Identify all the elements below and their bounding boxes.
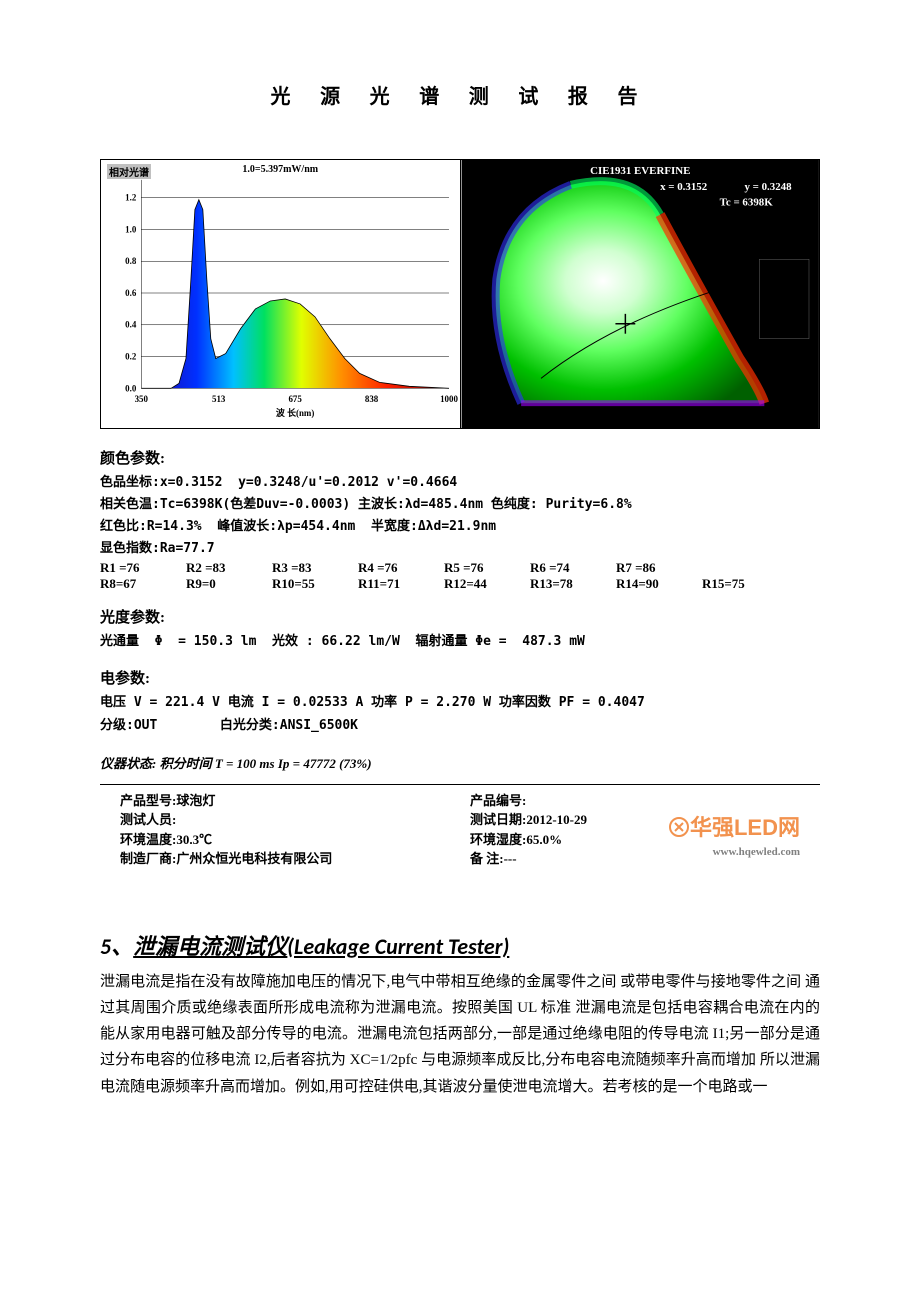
spectrum-chart: 相对光谱 1.0=5.397mW/nm — [101, 160, 461, 428]
watermark-icon — [668, 816, 690, 838]
electrical-line2: 分级:OUT 白光分类:ANSI_6500K — [100, 715, 820, 737]
product-field: 产品型号:球泡灯 — [120, 791, 450, 811]
product-field: 产品编号: — [470, 791, 800, 811]
color-line1: 色品坐标:x=0.3152 y=0.3248/u'=0.2012 v'=0.46… — [100, 472, 820, 494]
report-title: 光 源 光 谱 测 试 报 告 — [100, 80, 820, 109]
svg-text:0.6: 0.6 — [125, 288, 137, 298]
cie-readout-y: y = 0.3248 — [744, 181, 792, 193]
svg-text:0.8: 0.8 — [125, 256, 137, 266]
watermark-url: www.hqewled.com — [713, 844, 800, 861]
electrical-line1: 电压 V = 221.4 V 电流 I = 0.02533 A 功率 P = 2… — [100, 692, 820, 714]
product-field: 制造厂商:广州众恒光电科技有限公司 — [120, 849, 450, 869]
cie-title: CIE1931 EVERFINE — [590, 165, 690, 177]
svg-text:513: 513 — [212, 394, 226, 404]
svg-text:675: 675 — [288, 394, 302, 404]
chart-row: 相对光谱 1.0=5.397mW/nm — [100, 159, 820, 429]
svg-text:0.0: 0.0 — [125, 383, 137, 393]
product-field: 环境温度:30.3℃ — [120, 830, 450, 850]
r-value: R13=78 — [530, 576, 588, 592]
svg-text:0.4: 0.4 — [125, 320, 137, 330]
svg-text:350: 350 — [135, 394, 149, 404]
section5-title-cn: 泄漏电流测试仪 — [133, 933, 287, 960]
color-line2: 相关色温:Tc=6398K(色差Duv=-0.0003) 主波长:λd=485.… — [100, 494, 820, 516]
product-field: 测试人员: — [120, 810, 450, 830]
color-line3: 红色比:R=14.3% 峰值波长:λp=454.4nm 半宽度:Δλd=21.9… — [100, 516, 820, 538]
photometric-line: 光通量 Φ = 150.3 lm 光效 : 66.22 lm/W 辐射通量 Φe… — [100, 631, 820, 653]
section5-title-num: 5、 — [100, 933, 133, 960]
photometric-heading: 光度参数: — [100, 606, 820, 627]
svg-text:838: 838 — [365, 394, 379, 404]
watermark: 华强LED网 www.hqewled.com — [668, 811, 800, 861]
section5-title: 5、泄漏电流测试仪(Leakage Current Tester) — [100, 929, 820, 961]
cie-readout-x: x = 0.3152 — [660, 181, 707, 193]
svg-text:1.0: 1.0 — [125, 224, 137, 234]
product-info: 产品型号:球泡灯测试人员:环境温度:30.3℃制造厂商:广州众恒光电科技有限公司… — [100, 791, 820, 869]
r-value: R3 =83 — [272, 560, 330, 576]
r-value: R12=44 — [444, 576, 502, 592]
color-params-heading: 颜色参数: — [100, 447, 820, 468]
spectrum-top-left-label: 相对光谱 — [107, 164, 151, 179]
r-value: R8=67 — [100, 576, 158, 592]
r-value: R9=0 — [186, 576, 244, 592]
r-value: R11=71 — [358, 576, 416, 592]
r-value: R4 =76 — [358, 560, 416, 576]
photometric-params: 光度参数: 光通量 Φ = 150.3 lm 光效 : 66.22 lm/W 辐… — [100, 606, 820, 653]
product-info-left: 产品型号:球泡灯测试人员:环境温度:30.3℃制造厂商:广州众恒光电科技有限公司 — [120, 791, 450, 869]
svg-text:1.2: 1.2 — [125, 193, 137, 203]
section5-body: 泄漏电流是指在没有故障施加电压的情况下,电气中带相互绝缘的金属零件之间 或带电零… — [100, 969, 820, 1100]
r-value: R1 =76 — [100, 560, 158, 576]
spectrum-scale-label: 1.0=5.397mW/nm — [242, 164, 318, 175]
section5-title-en: (Leakage Current Tester) — [287, 933, 509, 960]
cie-svg: CIE1931 EVERFINE — [461, 160, 820, 428]
color-line4: 显色指数:Ra=77.7 — [100, 538, 820, 560]
divider — [100, 784, 820, 785]
electrical-params: 电参数: 电压 V = 221.4 V 电流 I = 0.02533 A 功率 … — [100, 667, 820, 736]
color-params: 颜色参数: 色品坐标:x=0.3152 y=0.3248/u'=0.2012 v… — [100, 447, 820, 592]
spectrum-x-axis-label: 波 长(nm) — [276, 407, 314, 418]
svg-text:0.2: 0.2 — [125, 352, 137, 362]
section5: 5、泄漏电流测试仪(Leakage Current Tester) 泄漏电流是指… — [100, 929, 820, 1100]
electrical-heading: 电参数: — [100, 667, 820, 688]
r-value: R7 =86 — [616, 560, 674, 576]
cie-readout-tc: Tc = 6398K — [719, 197, 773, 209]
r-value: R2 =83 — [186, 560, 244, 576]
r-value: R14=90 — [616, 576, 674, 592]
r-value: R10=55 — [272, 576, 330, 592]
spectrum-svg: 0.0 0.2 0.4 0.6 0.8 1.0 1.2 350 513 675 838 1… — [101, 160, 460, 428]
r-values-row1: R1 =76 R2 =83 R3 =83 R4 =76 R5 =76 R6 =74 R7 =… — [100, 560, 820, 576]
r-value: R5 =76 — [444, 560, 502, 576]
cie-chart: CIE1931 EVERFINE — [461, 160, 820, 428]
r-value: R6 =74 — [530, 560, 588, 576]
instrument-status: 仪器状态: 积分时间 T = 100 ms Ip = 47772 (73%) — [100, 753, 820, 772]
watermark-text: 华强LED网 — [668, 811, 800, 844]
r-value: R15=75 — [702, 576, 760, 592]
svg-text:1000: 1000 — [440, 394, 458, 404]
r-values-row2: R8=67 R9=0 R10=55 R11=71 R12=44 R13=78 R14=90 R… — [100, 576, 820, 592]
